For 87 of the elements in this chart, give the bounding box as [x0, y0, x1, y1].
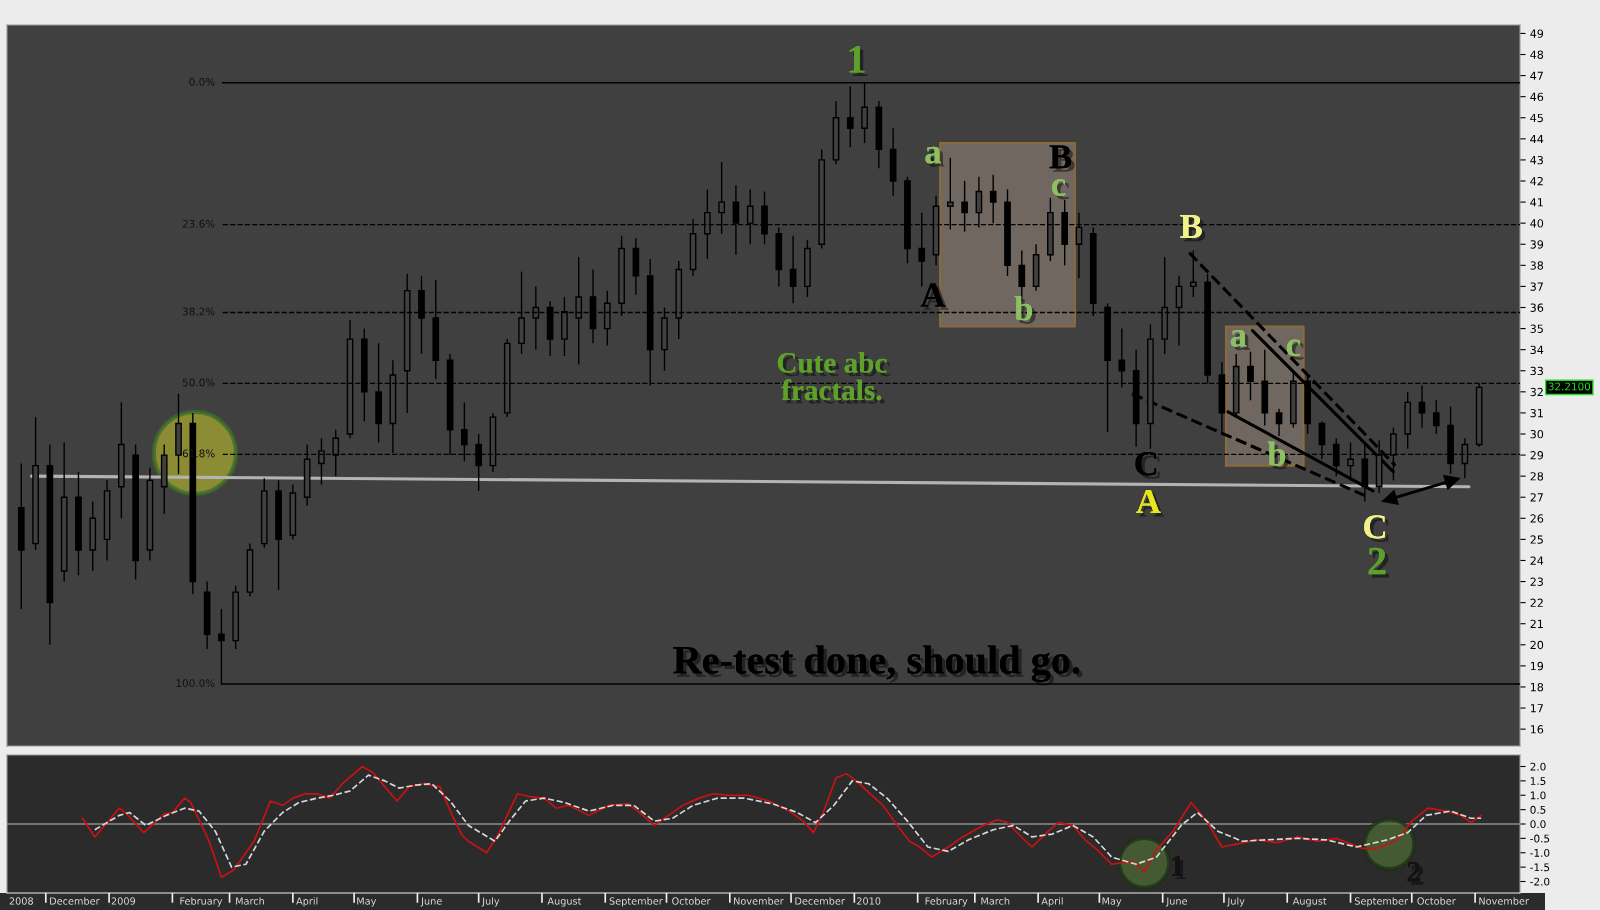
x-tick-label: June [1165, 897, 1188, 907]
x-tick-label: February [925, 897, 968, 907]
y-tick-label: 1.5 [1530, 777, 1546, 785]
y-tick-label: 25 [1530, 535, 1543, 544]
x-tick-label: 2008 [9, 897, 33, 905]
y-tick-label: 18 [1530, 682, 1544, 692]
y-tick-label: 45 [1530, 113, 1543, 123]
x-tick-label: December [795, 897, 845, 905]
annotation: Cute abc fractals. [777, 352, 891, 404]
y-tick-label: -2.0 [1530, 877, 1550, 886]
x-tick-label: November [734, 897, 784, 905]
y-tick-label: 33 [1530, 366, 1543, 376]
y-tick-label: 0.0 [1530, 820, 1546, 829]
y-tick-label: 48 [1530, 50, 1544, 59]
y-tick-label: 17 [1530, 704, 1543, 713]
y-tick-label: 26 [1530, 514, 1544, 523]
y-tick-label: 16 [1530, 725, 1544, 734]
y-tick-label: -0.5 [1530, 834, 1550, 843]
x-tick-label: November [1479, 897, 1529, 905]
annotation: c [1286, 339, 1304, 360]
x-tick-label: 2009 [111, 897, 136, 905]
x-tick-label: July [481, 897, 500, 907]
y-tick-label: 22 [1530, 598, 1543, 607]
candlestick [846, 85, 854, 148]
candlestick [989, 173, 997, 224]
x-tick-label: March [236, 897, 264, 905]
y-tick-label: 31 [1530, 408, 1543, 418]
x-tick-label: February [180, 897, 223, 907]
x-tick-label: March [981, 897, 1010, 905]
y-tick-label: 21 [1530, 619, 1543, 628]
y-tick-label: 42 [1530, 176, 1543, 186]
y-tick-label: 2.0 [1530, 762, 1546, 771]
y-tick-label: 32 [1530, 387, 1543, 397]
x-tick-label: May [1102, 897, 1122, 907]
candlestick [1275, 407, 1283, 437]
x-tick-label: 2010 [857, 897, 881, 905]
candlestick [789, 235, 797, 304]
annotation: a [1230, 330, 1250, 351]
y-tick-label: 28 [1530, 472, 1544, 481]
y-tick-label: 46 [1530, 92, 1544, 102]
y-tick-label: 19 [1530, 661, 1544, 671]
y-tick-label: 34 [1530, 345, 1544, 355]
text: 32.2100 [1548, 382, 1591, 391]
annotation: A [1136, 490, 1165, 517]
y-tick-label: 23 [1530, 577, 1543, 586]
x-tick-label: December [50, 897, 100, 905]
x-tick-label: August [547, 897, 582, 907]
annotation: 1 [849, 46, 868, 77]
annotation: Re-test done, should go. [673, 645, 1083, 686]
x-tick-label: October [672, 897, 711, 905]
y-tick-label: 37 [1530, 282, 1543, 291]
y-tick-label: 40 [1530, 219, 1544, 228]
y-tick-label: 24 [1530, 556, 1544, 565]
y-tick-label: 30 [1530, 429, 1544, 439]
x-tick-label: August [1292, 897, 1327, 907]
annotation: C [1364, 515, 1389, 543]
x-tick-label: July [1226, 897, 1245, 907]
annotation: 2 [1368, 547, 1389, 578]
y-tick-label: 27 [1530, 493, 1543, 502]
y-tick-label: 38 [1530, 261, 1544, 270]
y-tick-label: 29 [1530, 451, 1544, 460]
annotation: C [1135, 452, 1160, 479]
annotation: B [1180, 215, 1206, 242]
candlestick [1418, 384, 1426, 429]
x-tick-label: April [296, 897, 318, 907]
y-tick-label: 35 [1530, 324, 1543, 333]
y-tick-label: 47 [1530, 71, 1543, 80]
annotation: B [1049, 145, 1075, 172]
y-tick-label: 43 [1530, 155, 1543, 165]
x-tick-label: September [1354, 897, 1409, 907]
y-tick-label: 39 [1530, 240, 1544, 249]
y-tick-label: -1.0 [1530, 848, 1550, 857]
y-tick-label: 44 [1530, 134, 1544, 144]
candlestick [1432, 399, 1440, 435]
x-tick-label: June [420, 897, 442, 907]
x-tick-label: October [1417, 897, 1456, 905]
y-tick-label: 20 [1530, 640, 1544, 650]
x-tick-label: September [609, 897, 663, 907]
x-tick-label: April [1041, 897, 1063, 907]
y-tick-label: 36 [1530, 303, 1544, 312]
y-tick-label: 1.0 [1530, 791, 1546, 800]
annotation: c [1052, 179, 1069, 200]
y-tick-label: 0.5 [1530, 805, 1546, 814]
y-tick-label: -1.5 [1530, 863, 1550, 872]
y-tick-label: 41 [1530, 198, 1543, 207]
y-tick-label: 49 [1530, 29, 1544, 38]
x-tick-label: May [357, 897, 377, 907]
